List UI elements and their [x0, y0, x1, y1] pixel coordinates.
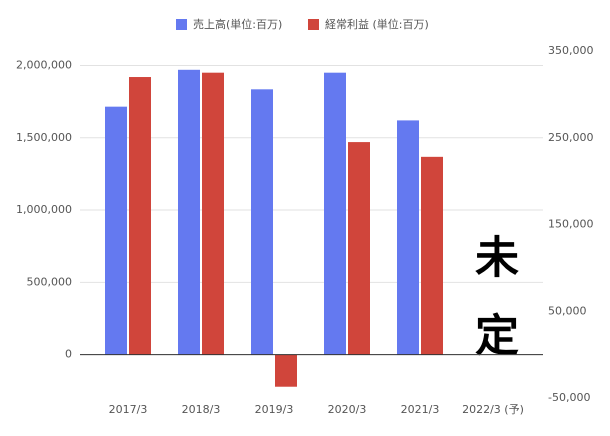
y2-tick-label: -50,000: [548, 391, 590, 404]
y2-tick-label: 50,000: [548, 304, 587, 317]
bar: [251, 89, 273, 355]
bar: [105, 106, 127, 355]
legend-swatch: [308, 19, 319, 30]
bar: [421, 156, 443, 355]
bar: [129, 77, 151, 355]
y-tick-label: 500,000: [27, 275, 73, 288]
legend-label: 経常利益 (単位:百万): [325, 17, 429, 31]
annotation: 未定: [467, 234, 519, 390]
y-tick-label: 0: [65, 348, 72, 361]
bar: [348, 142, 370, 355]
y2-tick-label: 250,000: [548, 131, 594, 144]
x-tick-label: 2019/3: [255, 403, 294, 416]
x-tick-label: 2020/3: [328, 403, 367, 416]
bar: [202, 72, 224, 355]
bar: [397, 120, 419, 355]
bar: [324, 72, 346, 355]
y-tick-label: 1,000,000: [16, 203, 72, 216]
x-tick-label: 2021/3: [401, 403, 440, 416]
bar: [275, 354, 297, 387]
legend-swatch: [176, 19, 187, 30]
bar: [178, 69, 200, 355]
x-tick-label: 2017/3: [109, 403, 148, 416]
x-tick-label: 2022/3 (予): [462, 403, 524, 416]
legend-label: 売上高(単位:百万): [193, 17, 282, 31]
y2-tick-label: 150,000: [548, 218, 594, 231]
x-tick-label: 2018/3: [182, 403, 221, 416]
y2-tick-label: 350,000: [548, 44, 594, 57]
y-tick-label: 1,500,000: [16, 131, 72, 144]
y-tick-label: 2,000,000: [16, 58, 72, 71]
